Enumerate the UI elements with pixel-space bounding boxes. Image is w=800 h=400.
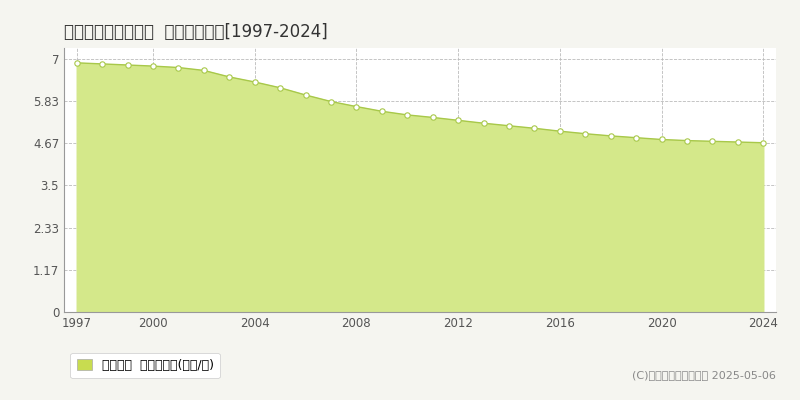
Text: (C)土地価格ドットコム 2025-05-06: (C)土地価格ドットコム 2025-05-06 xyxy=(632,370,776,380)
Point xyxy=(706,138,719,144)
Text: 員弁郡東員町北大社  基準地価推移[1997-2024]: 員弁郡東員町北大社 基準地価推移[1997-2024] xyxy=(64,23,328,41)
Point xyxy=(325,98,338,105)
Point xyxy=(198,67,210,74)
Point xyxy=(604,133,617,139)
Point xyxy=(299,92,312,98)
Point xyxy=(172,64,185,71)
Point xyxy=(350,103,363,110)
Point xyxy=(70,60,83,66)
Point xyxy=(579,130,592,137)
Point xyxy=(223,74,236,80)
Point xyxy=(375,108,388,114)
Point xyxy=(757,140,770,146)
Point xyxy=(248,79,261,85)
Point xyxy=(274,84,286,91)
Point xyxy=(731,139,744,145)
Point xyxy=(681,137,694,144)
Point xyxy=(477,120,490,126)
Legend: 基準地価  平均坪単価(万円/坪): 基準地価 平均坪単価(万円/坪) xyxy=(70,352,220,378)
Point xyxy=(528,125,541,132)
Point xyxy=(655,136,668,143)
Point xyxy=(146,63,159,69)
Point xyxy=(121,62,134,68)
Point xyxy=(554,128,566,134)
Point xyxy=(630,134,642,141)
Point xyxy=(96,61,109,67)
Point xyxy=(452,117,465,124)
Point xyxy=(426,114,439,121)
Point xyxy=(401,112,414,118)
Point xyxy=(502,122,515,129)
